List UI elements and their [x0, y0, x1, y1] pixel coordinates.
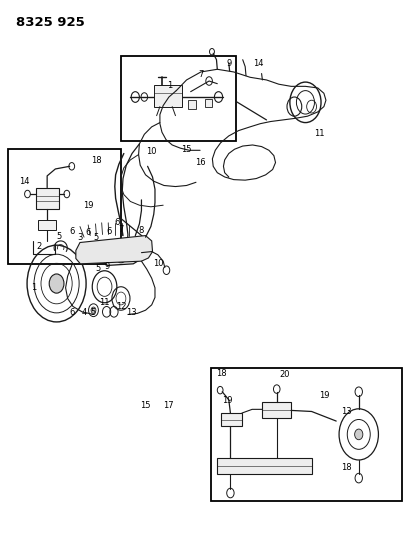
Text: 11: 11: [314, 129, 324, 138]
Text: 15: 15: [181, 145, 191, 154]
Polygon shape: [204, 99, 212, 107]
Text: 4: 4: [81, 309, 86, 317]
Polygon shape: [262, 402, 290, 418]
Text: 6: 6: [85, 229, 91, 237]
Text: 6: 6: [114, 219, 119, 227]
Text: 19: 19: [318, 391, 328, 400]
Polygon shape: [187, 100, 196, 109]
Polygon shape: [38, 220, 56, 230]
Text: 9: 9: [105, 262, 110, 271]
Text: 19: 19: [83, 201, 93, 209]
Text: 9: 9: [227, 60, 231, 68]
Circle shape: [49, 274, 64, 293]
Polygon shape: [102, 241, 141, 265]
Bar: [121, 56, 235, 141]
Text: 16: 16: [195, 158, 206, 167]
Text: 5: 5: [96, 264, 101, 272]
Polygon shape: [153, 85, 182, 107]
Text: 3: 3: [77, 233, 83, 241]
Circle shape: [91, 307, 96, 313]
Text: 14: 14: [19, 177, 30, 185]
Text: 7: 7: [118, 225, 124, 233]
Text: 18: 18: [91, 157, 101, 165]
Text: 14: 14: [252, 60, 263, 68]
Text: 10: 10: [146, 148, 157, 156]
Polygon shape: [76, 236, 152, 264]
Text: 5: 5: [94, 233, 99, 241]
Text: 6: 6: [69, 309, 74, 317]
Text: 20: 20: [279, 370, 290, 378]
Text: 1: 1: [31, 284, 36, 292]
Polygon shape: [217, 458, 311, 474]
Text: 5: 5: [91, 309, 96, 317]
Text: 6: 6: [106, 228, 111, 236]
Polygon shape: [36, 188, 58, 209]
Text: 8325 925: 8325 925: [16, 16, 85, 29]
Text: 2: 2: [36, 243, 41, 251]
Circle shape: [354, 429, 362, 440]
Text: 6: 6: [69, 228, 74, 236]
Text: 18: 18: [216, 369, 226, 377]
Text: 10: 10: [152, 260, 163, 268]
Text: 11: 11: [99, 298, 110, 307]
Text: 18: 18: [340, 464, 351, 472]
Text: 1: 1: [167, 81, 172, 90]
Bar: [8, 149, 121, 264]
Text: 13: 13: [126, 309, 136, 317]
Text: 13: 13: [340, 407, 351, 416]
Text: 7: 7: [198, 70, 203, 79]
Polygon shape: [221, 413, 241, 426]
Text: 17: 17: [162, 401, 173, 409]
Text: 5: 5: [57, 232, 62, 240]
Text: 12: 12: [115, 302, 126, 311]
Bar: [211, 368, 401, 501]
Text: 15: 15: [140, 401, 151, 409]
Text: 8: 8: [138, 226, 144, 235]
Text: 19: 19: [222, 397, 232, 405]
